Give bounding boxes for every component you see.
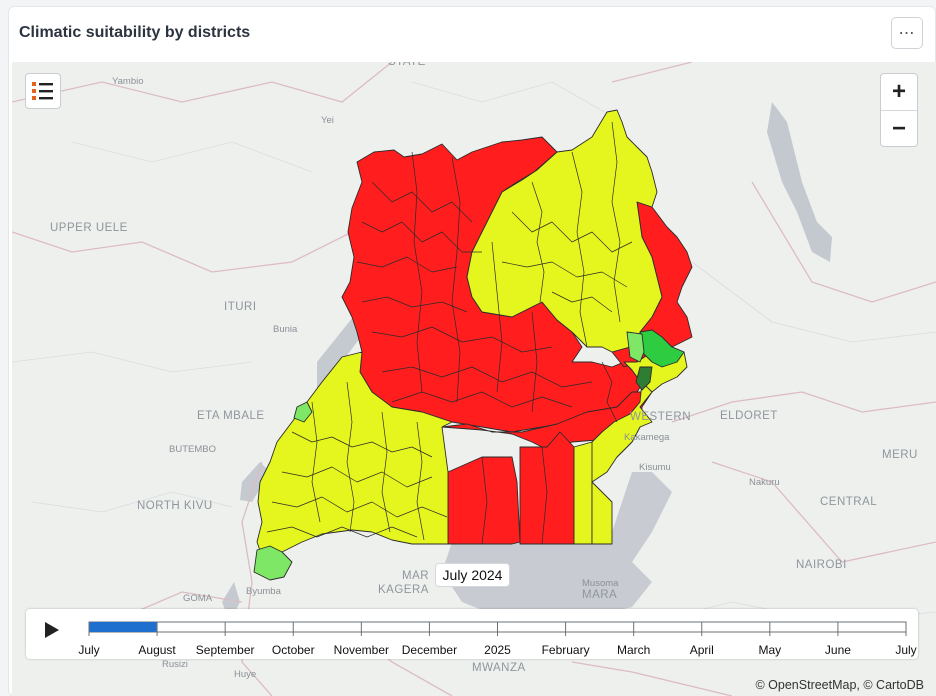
label-mara: MARA <box>582 589 618 601</box>
ellipsis-icon: ⋯ <box>898 25 916 42</box>
label-rusizi: Rusizi <box>162 659 188 670</box>
time-tooltip: July 2024 <box>435 563 510 587</box>
time-slider[interactable]: July August September October November Decemb… <box>26 609 918 659</box>
district-green-west <box>293 401 313 423</box>
label-yei: Yei <box>321 115 334 126</box>
label-meru: MERU <box>882 449 918 461</box>
district-green-east <box>639 329 685 368</box>
timeline-tick-label[interactable]: April <box>689 643 714 657</box>
label-kagera: KAGERA <box>378 584 429 596</box>
zoom-control: + − <box>880 73 918 147</box>
timeline-progress <box>89 622 157 632</box>
timeline-tick-label[interactable]: June <box>824 643 851 657</box>
widget-title: Climatic suitability by districts <box>19 24 251 41</box>
label-eldoret: ELDORET <box>720 410 778 422</box>
timeline-tick-label[interactable]: November <box>333 643 390 657</box>
boundaries <box>12 62 936 696</box>
timeline-tick-label[interactable]: February <box>541 643 590 657</box>
label-kisumu: Kisumu <box>639 462 671 473</box>
label-nakuru: Nakuru <box>749 477 780 488</box>
label-upper-uele: UPPER UELE <box>50 222 128 234</box>
label-huye: Huye <box>234 669 257 680</box>
label-eta-mbale: ETA MBALE <box>197 410 265 422</box>
timeline-tick-label[interactable]: July <box>78 643 100 657</box>
timeline-tick-label[interactable]: 2025 <box>484 643 511 657</box>
timeline-tick-label[interactable]: August <box>138 643 176 657</box>
district-layer <box>253 109 693 581</box>
label-ituri: ITURI <box>224 301 257 313</box>
timeline-tick-label[interactable]: September <box>195 643 255 657</box>
district-green-dark <box>635 366 653 391</box>
label-musoma: Musoma <box>582 578 619 589</box>
timeline-track[interactable] <box>26 609 918 643</box>
lake-turkana <box>767 102 832 262</box>
district-green-sw <box>253 545 293 581</box>
legend-list-icon <box>32 82 53 100</box>
label-yambio: Yambio <box>112 76 144 87</box>
district-red-islands <box>519 431 575 545</box>
label-western: WESTERN <box>630 411 691 423</box>
timeline-tick-label[interactable]: December <box>401 643 458 657</box>
district-yellow-ne <box>466 109 663 353</box>
map-canvas[interactable]: STATE Yambio Yei UPPER UELE ITURI Bunia … <box>12 62 936 696</box>
zoom-out-button[interactable]: − <box>891 115 906 142</box>
label-central: CENTRAL <box>820 496 878 508</box>
label-nairobi: NAIROBI <box>796 559 847 571</box>
district-red-lakeshore <box>447 456 521 545</box>
timeline-tick-label[interactable]: March <box>616 643 651 657</box>
label-goma: GOMA <box>183 593 213 604</box>
map-attribution: © OpenStreetMap, © CartoDB <box>755 678 925 692</box>
legend-toggle-button[interactable] <box>25 73 61 109</box>
label-mara-partial: MAR <box>402 570 430 582</box>
district-yellow-se <box>591 381 653 545</box>
label-kakamega: Kakamega <box>624 432 670 443</box>
zoom-in-button[interactable]: + <box>881 74 917 111</box>
play-icon[interactable] <box>40 619 62 641</box>
label-butembo: BUTEMBO <box>169 444 216 455</box>
label-mwanza: MWANZA <box>472 662 526 674</box>
timeline-tick-label[interactable]: May <box>758 643 782 657</box>
timeline-tick-label[interactable]: October <box>271 643 315 657</box>
label-byumba: Byumba <box>246 586 281 597</box>
more-options-button[interactable]: ⋯ <box>891 17 923 49</box>
timeline-tick-label[interactable]: July <box>895 643 917 657</box>
district-green-elgon <box>626 331 645 363</box>
label-north-kivu: NORTH KIVU <box>137 500 213 512</box>
basemap <box>12 62 936 696</box>
label-bunia: Bunia <box>273 324 298 335</box>
label-state: STATE <box>388 62 426 68</box>
